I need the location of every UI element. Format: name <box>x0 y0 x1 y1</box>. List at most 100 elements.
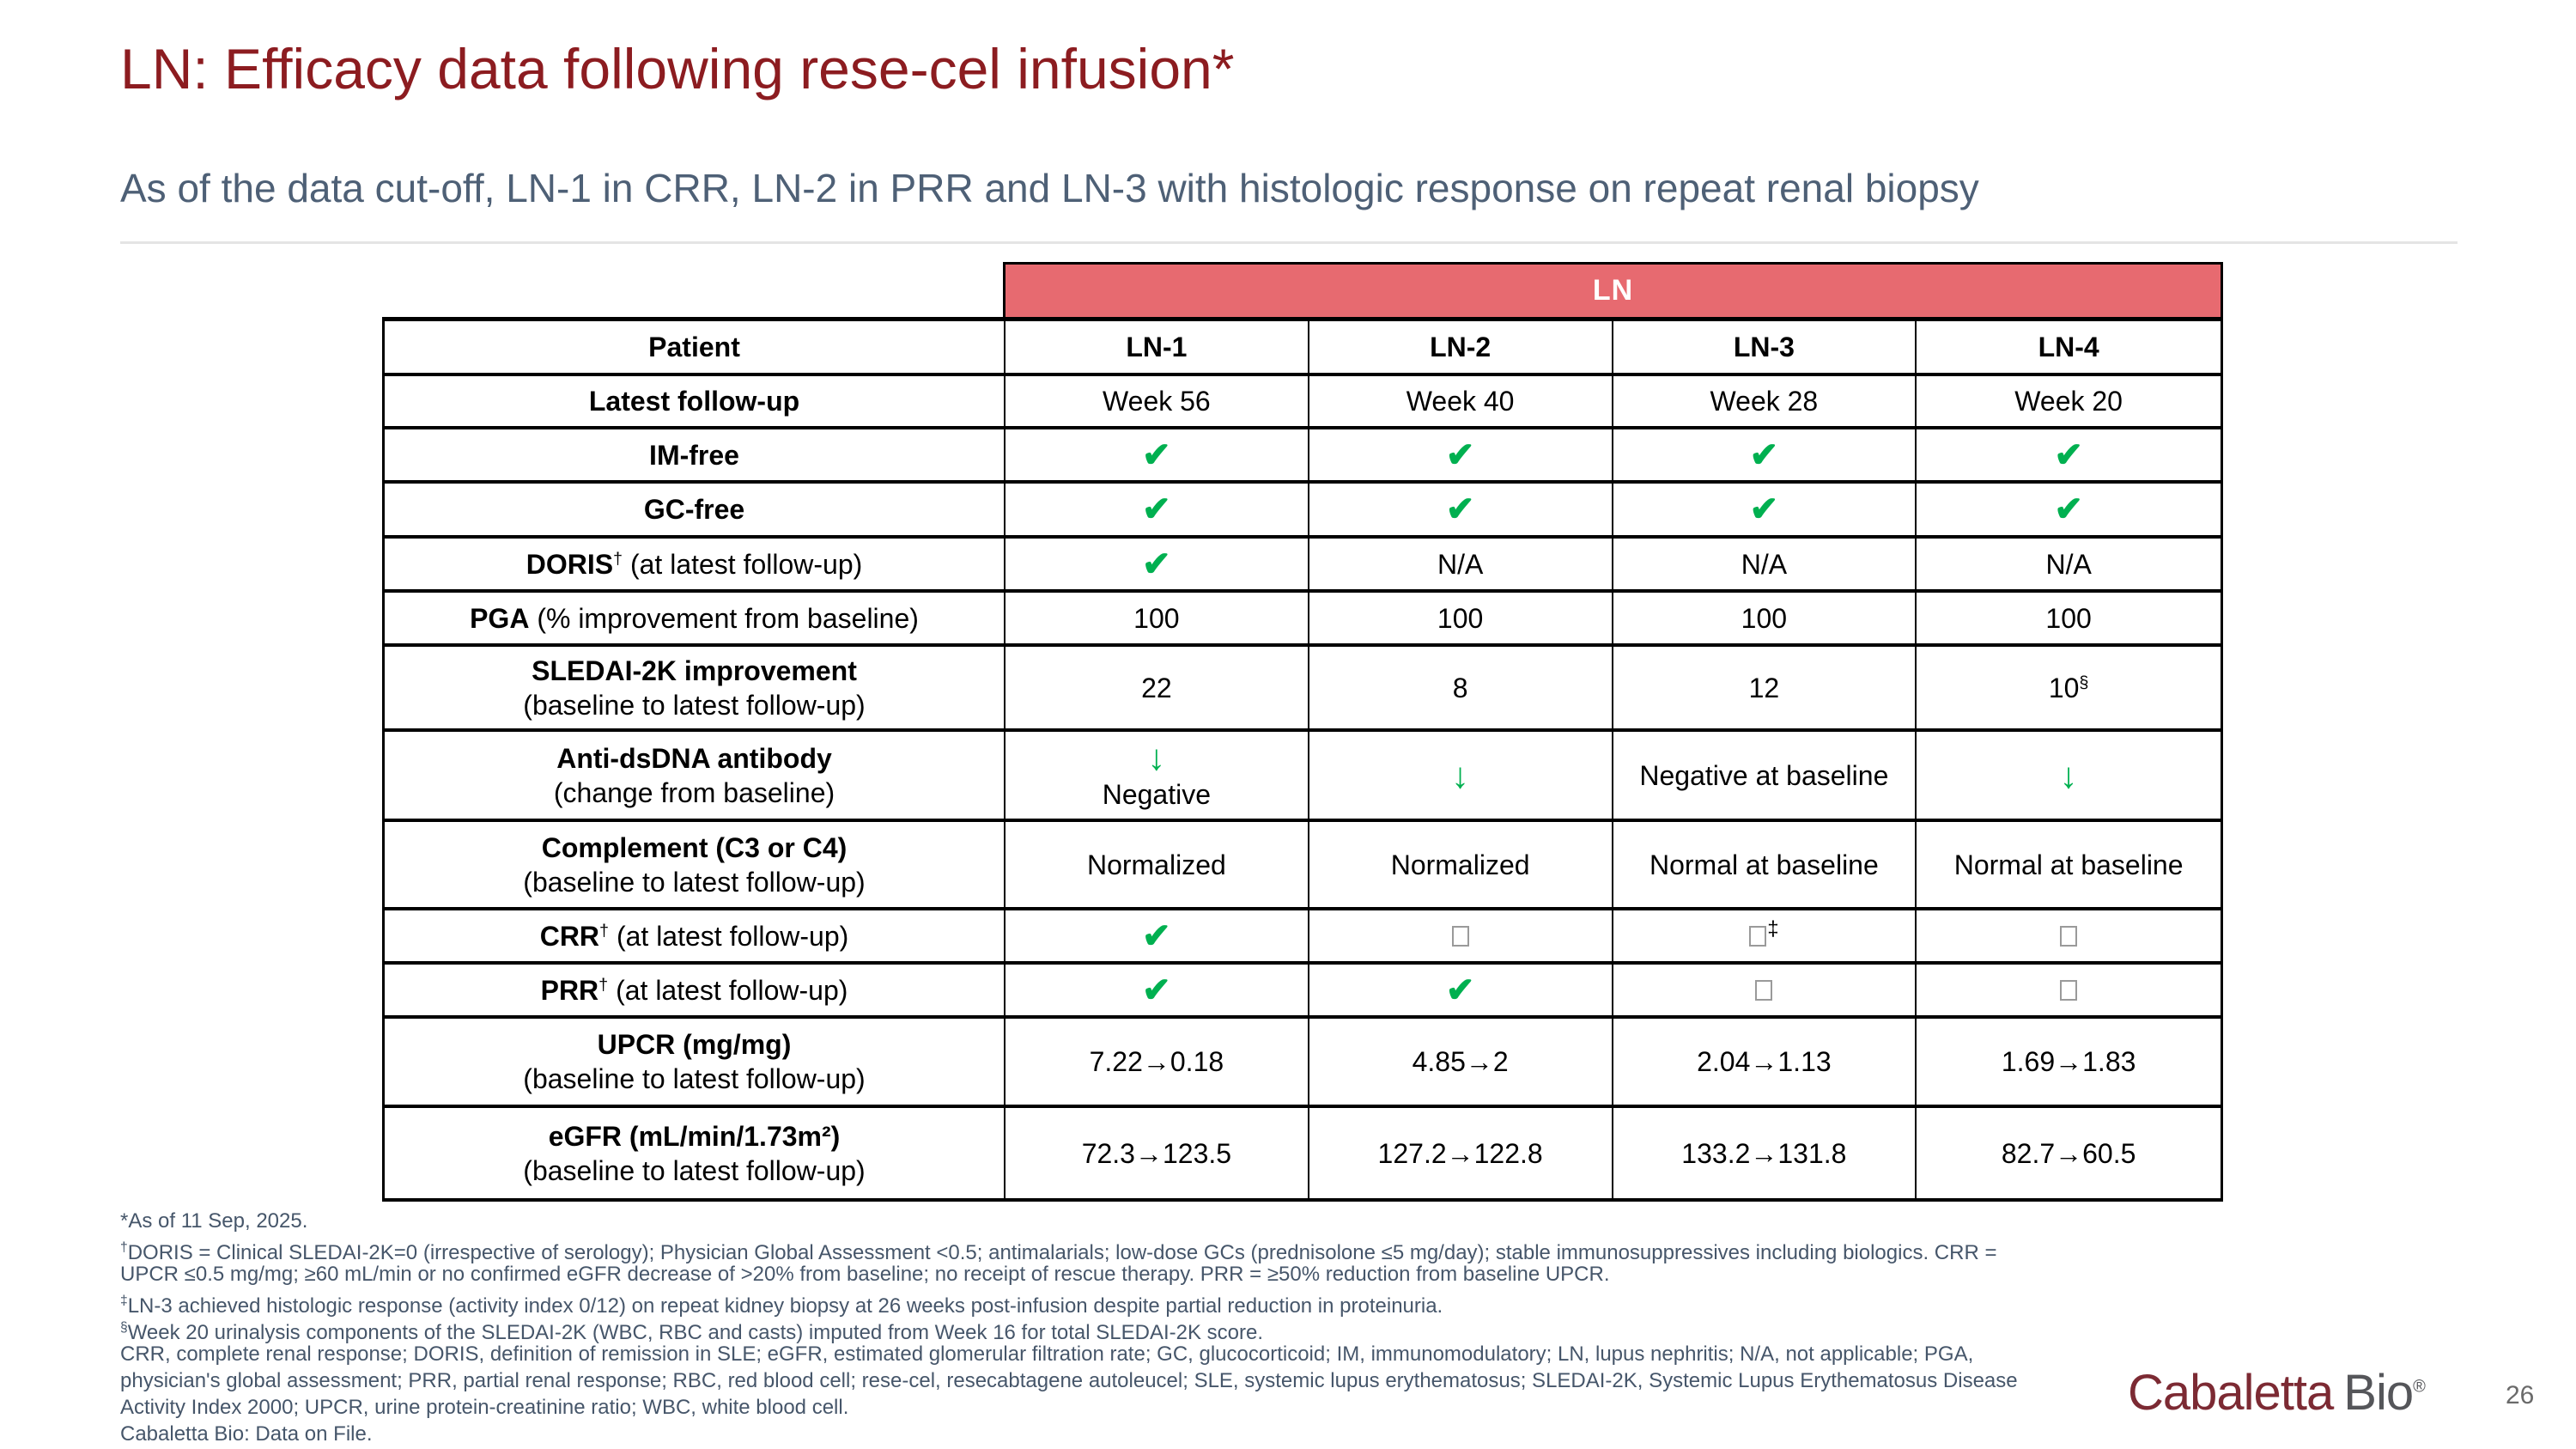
table-cell: 127.2→122.8 <box>1309 1108 1613 1198</box>
table-cell: 1.69→1.83 <box>1917 1019 2221 1108</box>
row-label-bold: UPCR (mg/mg) <box>597 1029 792 1060</box>
page-number: 26 <box>2506 1381 2535 1409</box>
double-dagger-mark: ‡ <box>1767 916 1779 941</box>
dagger-mark: † <box>613 548 623 568</box>
table-cell: LN-4 <box>1917 321 2221 376</box>
footnote-line: §Week 20 urinalysis components of the SL… <box>120 1320 1264 1344</box>
check-icon: ✔ <box>1445 971 1475 1009</box>
table-cell: 72.3→123.5 <box>1005 1108 1309 1198</box>
row-label: Latest follow-up <box>385 376 1005 429</box>
cell-text: 100 <box>1133 602 1180 634</box>
table-cell: 82.7→60.5 <box>1917 1108 2221 1198</box>
check-icon: ✔ <box>1142 490 1171 528</box>
table-cell: Normal at baseline <box>1613 822 1917 910</box>
footnotes: *As of 11 Sep, 2025. †DORIS = Clinical SL… <box>120 1208 2018 1447</box>
cell-text: Normal at baseline <box>1953 849 2184 880</box>
cell-text: N/A <box>2045 548 2092 580</box>
table-cell: 100 <box>1005 593 1309 647</box>
registered-mark: ® <box>2413 1377 2426 1397</box>
table-cell: ↓ <box>1309 732 1613 822</box>
cell-text: Normal at baseline <box>1649 849 1879 880</box>
table-cell: 100 <box>1613 593 1917 647</box>
row-label-bold: Complement (C3 or C4) <box>541 831 848 863</box>
table-cell <box>1309 910 1613 965</box>
check-icon: ✔ <box>1142 545 1171 583</box>
table-cell: LN-1 <box>1005 321 1309 376</box>
check-icon: ✔ <box>1142 971 1171 1009</box>
cell-text: 1.69→1.83 <box>2001 1046 2136 1077</box>
row-label-text: Complement (C3 or C4) <box>542 831 848 865</box>
logo-text-cabaletta: Cabaletta <box>2128 1365 2334 1421</box>
check-icon: ✔ <box>2054 435 2083 474</box>
cell-text: Negative <box>1102 778 1212 810</box>
table-cell <box>1917 910 2221 965</box>
table-cell: 22 <box>1005 647 1309 732</box>
row-label-bold: eGFR (mL/min/1.73m²) <box>548 1120 841 1152</box>
row-label-bold: Anti-dsDNA antibody <box>556 742 832 774</box>
check-icon: ✔ <box>1445 490 1475 528</box>
table-cell: 12 <box>1613 647 1917 732</box>
row-label-text: PGA (% improvement from baseline) <box>470 601 919 636</box>
logo-text-bio: Bio <box>2343 1365 2414 1421</box>
cell-text: 127.2→122.8 <box>1377 1137 1543 1169</box>
check-icon: ✔ <box>2054 490 2083 528</box>
row-label: PRR† (at latest follow-up) <box>385 965 1005 1019</box>
table-cell: ✔ <box>1917 484 2221 539</box>
empty-checkbox: ‡ <box>1749 918 1779 947</box>
cell-text: N/A <box>1741 548 1788 580</box>
check-icon: ✔ <box>1142 435 1171 474</box>
table-cell: LN-3 <box>1613 321 1917 376</box>
row-label: eGFR (mL/min/1.73m²) (baseline to latest … <box>385 1108 1005 1198</box>
table-cell: ↓ <box>1917 732 2221 822</box>
table-cell: ‡ <box>1613 910 1917 965</box>
footnote-marker: † <box>120 1240 128 1255</box>
row-label-bold: PRR <box>540 974 599 1006</box>
cell-text: 100 <box>2045 602 2092 634</box>
table-cell: 4.85→2 <box>1309 1019 1613 1108</box>
table-cell: 7.22→0.18 <box>1005 1019 1309 1108</box>
cell-text: 22 <box>1141 672 1172 703</box>
empty-checkbox-icon <box>2060 979 2078 1001</box>
cell-text: 7.22→0.18 <box>1089 1046 1224 1077</box>
cell-text: 72.3→123.5 <box>1081 1137 1232 1169</box>
cell-text: LN-3 <box>1733 332 1795 362</box>
table-cell <box>1917 965 2221 1019</box>
footnote-line: Cabaletta Bio: Data on File. <box>120 1422 373 1446</box>
table-cell: Week 56 <box>1005 376 1309 429</box>
row-label-rest: (% improvement from baseline) <box>529 602 919 634</box>
row-label-text: eGFR (mL/min/1.73m²) <box>549 1119 841 1154</box>
down-arrow-icon: ↓ <box>1147 736 1166 777</box>
row-label: GC-free <box>385 484 1005 539</box>
row-label-bold: PGA <box>470 602 530 634</box>
check-icon: ✔ <box>1749 435 1779 474</box>
row-label-text: DORIS† (at latest follow-up) <box>526 547 863 581</box>
cell-text: 8 <box>1452 672 1468 703</box>
empty-checkbox-icon <box>1451 925 1469 947</box>
table-cell: Normalized <box>1309 822 1613 910</box>
empty-checkbox-icon <box>2060 925 2078 947</box>
empty-checkbox <box>2060 979 2078 1001</box>
row-label: Patient <box>385 321 1005 376</box>
row-label: Complement (C3 or C4) (baseline to latest… <box>385 822 1005 910</box>
row-label-rest: (at latest follow-up) <box>623 548 863 580</box>
table-cell: Week 28 <box>1613 376 1917 429</box>
table-cell: 100 <box>1309 593 1613 647</box>
row-label-subtext: (baseline to latest follow-up) <box>523 1063 866 1094</box>
cell-text: Normalized <box>1390 849 1530 880</box>
row-label-text: SLEDAI-2K improvement <box>532 654 857 688</box>
table-group-header: LN <box>1003 262 2223 317</box>
row-label-text: Anti-dsDNA antibody <box>556 741 832 776</box>
page-title: LN: Efficacy data following rese-cel inf… <box>120 37 1235 100</box>
cell-text: Week 40 <box>1406 386 1515 417</box>
row-label: UPCR (mg/mg) (baseline to latest follow-u… <box>385 1019 1005 1108</box>
empty-checkbox <box>1451 925 1469 947</box>
cell-text: 10§ <box>2048 672 2089 703</box>
row-label-bold: IM-free <box>649 439 739 471</box>
table-cell: ✔ <box>1005 484 1309 539</box>
table-cell: ✔ <box>1005 429 1309 484</box>
cabaletta-bio-logo: Cabaletta Bio® <box>2128 1364 2426 1422</box>
cell-text: 12 <box>1748 672 1780 703</box>
table-cell: N/A <box>1917 539 2221 593</box>
table-cell: ✔ <box>1309 429 1613 484</box>
